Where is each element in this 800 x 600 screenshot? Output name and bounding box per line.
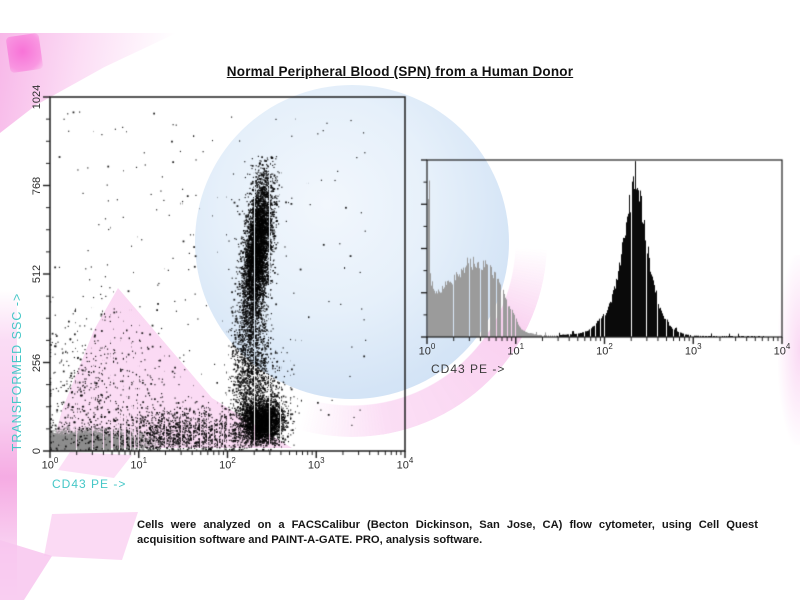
figure-caption: Cells were analyzed on a FACSCalibur (Be… bbox=[137, 519, 758, 546]
figure-title: Normal Peripheral Blood (SPN) from a Hum… bbox=[226, 64, 574, 79]
